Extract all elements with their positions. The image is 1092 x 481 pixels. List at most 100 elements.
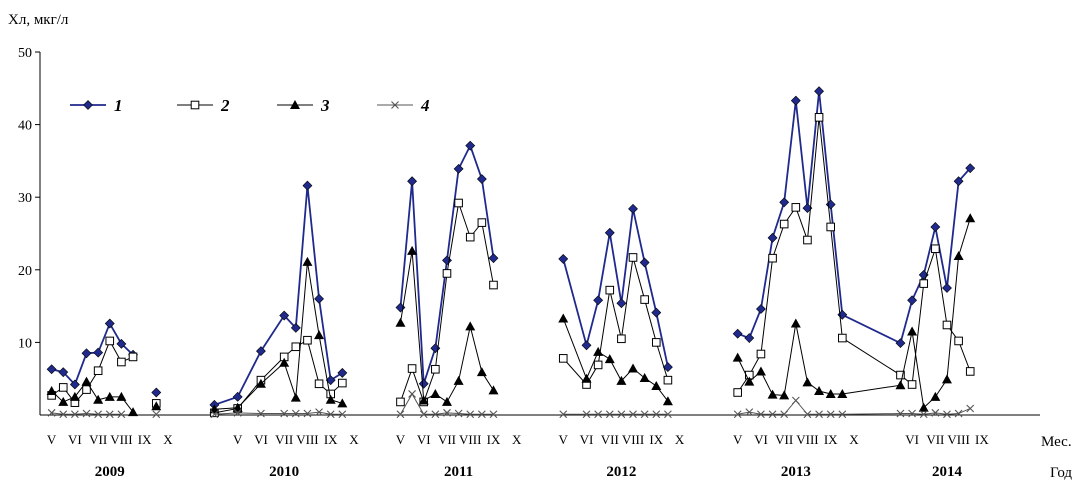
series-1-point — [151, 387, 162, 398]
month-tick-label: VII — [438, 432, 456, 447]
series-4-point — [908, 409, 916, 418]
series-4-point — [931, 408, 940, 417]
year-label: 2013 — [781, 464, 811, 480]
series-2-point — [663, 375, 673, 385]
series-4-point — [780, 410, 789, 419]
series-4-point — [559, 410, 568, 419]
month-tick-label: VIII — [622, 432, 644, 447]
month-tick-label: IX — [975, 432, 989, 447]
series-2-point — [117, 357, 126, 367]
y-tick-label: 30 — [18, 191, 32, 206]
series-1-point — [581, 340, 592, 351]
series-4-point — [419, 410, 428, 419]
series-2-point — [651, 338, 661, 347]
series-3-point — [767, 389, 778, 399]
x-axis-months-title: Мес. — [1041, 434, 1072, 450]
series-3-point — [662, 396, 673, 406]
series-3-point — [755, 366, 766, 376]
legend-entry-1: 1 — [70, 96, 123, 115]
series-4-point — [629, 410, 637, 419]
series-1-point — [302, 180, 313, 191]
series-2-point — [907, 380, 917, 389]
series-3-point — [814, 386, 825, 396]
series-1-point — [744, 333, 755, 343]
year-label: 2014 — [932, 464, 963, 480]
month-tick-label: VIII — [947, 432, 969, 447]
series-2-point — [58, 383, 68, 392]
series-2-point — [489, 280, 498, 290]
month-tick-label: VII — [926, 432, 944, 447]
month-tick-label: X — [163, 432, 173, 447]
legend-swatch-marker — [83, 100, 93, 110]
y-tick-labels: 10 20 30 40 50 — [18, 46, 40, 351]
series-1-point — [895, 338, 906, 349]
series-1 — [46, 86, 976, 410]
series-3-point — [476, 367, 487, 377]
series-2-point — [605, 285, 615, 295]
series-3-point — [744, 376, 755, 386]
series-1-point — [930, 222, 941, 232]
series-2-point — [803, 235, 812, 245]
series-4-point — [443, 408, 451, 417]
series-3-point — [395, 317, 406, 327]
series-4-point — [617, 410, 626, 419]
series-3-point — [593, 346, 604, 356]
series-4-point — [803, 410, 812, 419]
month-tick-label: VII — [775, 432, 793, 447]
series-3-point — [628, 363, 639, 373]
series-2-point — [779, 219, 789, 229]
series-2-point — [396, 397, 405, 407]
series-3-point — [314, 330, 325, 340]
series-1-point — [616, 298, 627, 309]
series-3-point — [337, 398, 348, 408]
series-3-point — [651, 380, 662, 390]
month-tick-label: X — [349, 432, 359, 447]
series-2-point — [954, 336, 963, 346]
series-4-point — [47, 408, 56, 417]
series-4-point — [454, 409, 463, 418]
series-1-point — [58, 367, 69, 378]
series-1-point — [290, 322, 301, 333]
series-2-point — [477, 218, 487, 227]
series-3-point — [965, 213, 976, 223]
series-1-point — [779, 197, 790, 208]
series-4-point — [257, 409, 265, 418]
series-4-point — [489, 410, 498, 419]
series-2-point — [756, 349, 766, 359]
series-1-line — [214, 185, 343, 406]
month-tick-label: VI — [905, 432, 919, 447]
series-layer — [46, 86, 976, 419]
series-4-point — [768, 410, 777, 419]
series-3-point — [790, 318, 801, 328]
series-3-point — [209, 404, 220, 414]
series-4-point — [954, 409, 963, 418]
series-2-point — [640, 295, 649, 304]
series-1-point — [662, 362, 673, 373]
series-4-point — [280, 409, 289, 418]
series-3-point — [453, 375, 464, 385]
series-1-point — [418, 378, 429, 389]
series-3-point — [430, 388, 441, 398]
series-2-point — [628, 253, 638, 262]
series-1-point — [488, 253, 499, 264]
series-3-point — [825, 388, 836, 398]
month-tick-label: VIII — [459, 432, 481, 447]
series-4-point — [105, 410, 114, 419]
series-4-point — [896, 409, 905, 418]
series-2-point — [558, 354, 568, 363]
month-tick-label: VIII — [296, 432, 318, 447]
series-1-point — [314, 293, 324, 304]
series-3-point — [69, 391, 80, 401]
series-2-point — [768, 253, 777, 263]
month-tick-label: VI — [754, 432, 768, 447]
month-tick-label: VI — [580, 432, 594, 447]
series-4-point — [966, 404, 975, 413]
series-1-point — [907, 295, 918, 306]
series-4-point — [408, 390, 416, 398]
series-2-point — [617, 334, 626, 344]
series-4-point — [640, 410, 649, 419]
series-3-point — [58, 396, 69, 406]
series-4-point — [82, 409, 91, 418]
series-2-point — [454, 198, 463, 208]
series-1-point — [453, 163, 464, 174]
